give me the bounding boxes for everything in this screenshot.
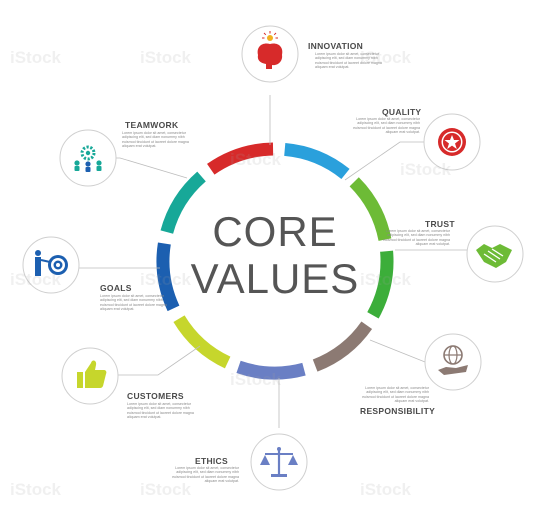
brain-lightbulb-icon [257, 31, 283, 69]
target-person-icon [35, 250, 68, 276]
icon-circle-teamwork [59, 129, 117, 187]
icon-circle-ethics [250, 433, 308, 491]
text-innovation: Lorem ipsum dolor sit amet, consectetur … [315, 52, 382, 69]
ring-segment-9 [207, 142, 274, 175]
label-responsibility: RESPONSIBILITY [360, 406, 436, 416]
label-trust: TRUST [425, 219, 455, 229]
title-values: VALUES [190, 255, 360, 302]
icon-circle-responsibility [424, 333, 482, 391]
text-quality: Lorem ipsum dolor sit amet, consectetur … [353, 117, 420, 134]
ring-segment-8 [160, 171, 206, 234]
label-innovation: INNOVATION [308, 41, 364, 51]
icon-circle-goals [22, 236, 80, 294]
connector-quality [344, 141, 432, 181]
text-responsibility: Lorem ipsum dolor sit amet, consectetur … [362, 386, 429, 403]
icon-circle-innovation [241, 25, 299, 83]
scales-icon [260, 447, 298, 477]
text-teamwork: Lorem ipsum dolor sit amet, consectetur … [122, 131, 189, 148]
team-gear-icon [74, 145, 102, 172]
title-core: CORE [212, 208, 338, 255]
ring-segment-7 [156, 242, 180, 312]
label-ethics: ETHICS [195, 456, 228, 466]
text-goals: Lorem ipsum dolor sit amet, consectetur … [100, 294, 167, 311]
ring-segment-3 [367, 250, 394, 319]
connector-customers [118, 345, 201, 376]
ring-segment-2 [349, 177, 392, 242]
connector-teamwork [110, 157, 188, 179]
ring-segment-1 [284, 142, 350, 180]
text-trust: Lorem ipsum dolor sit amet, consectetur … [383, 229, 450, 246]
star-badge-icon [438, 128, 466, 156]
handshake-icon [476, 244, 512, 268]
label-quality: QUALITY [382, 107, 422, 117]
center-ring [156, 142, 394, 380]
icon-circle-trust [466, 225, 524, 283]
globe-hand-icon [438, 345, 468, 375]
label-teamwork: TEAMWORK [125, 120, 179, 130]
thumbs-up-icon [77, 360, 107, 388]
ring-segment-4 [312, 321, 373, 372]
icon-circle-quality [423, 113, 481, 171]
ring-segment-6 [173, 315, 231, 369]
text-ethics: Lorem ipsum dolor sit amet, consectetur … [172, 466, 239, 483]
icon-circle-customers [61, 347, 119, 405]
label-goals: GOALS [100, 283, 132, 293]
label-customers: CUSTOMERS [127, 391, 184, 401]
text-customers: Lorem ipsum dolor sit amet, consectetur … [127, 402, 194, 419]
ring-segment-5 [236, 360, 306, 380]
